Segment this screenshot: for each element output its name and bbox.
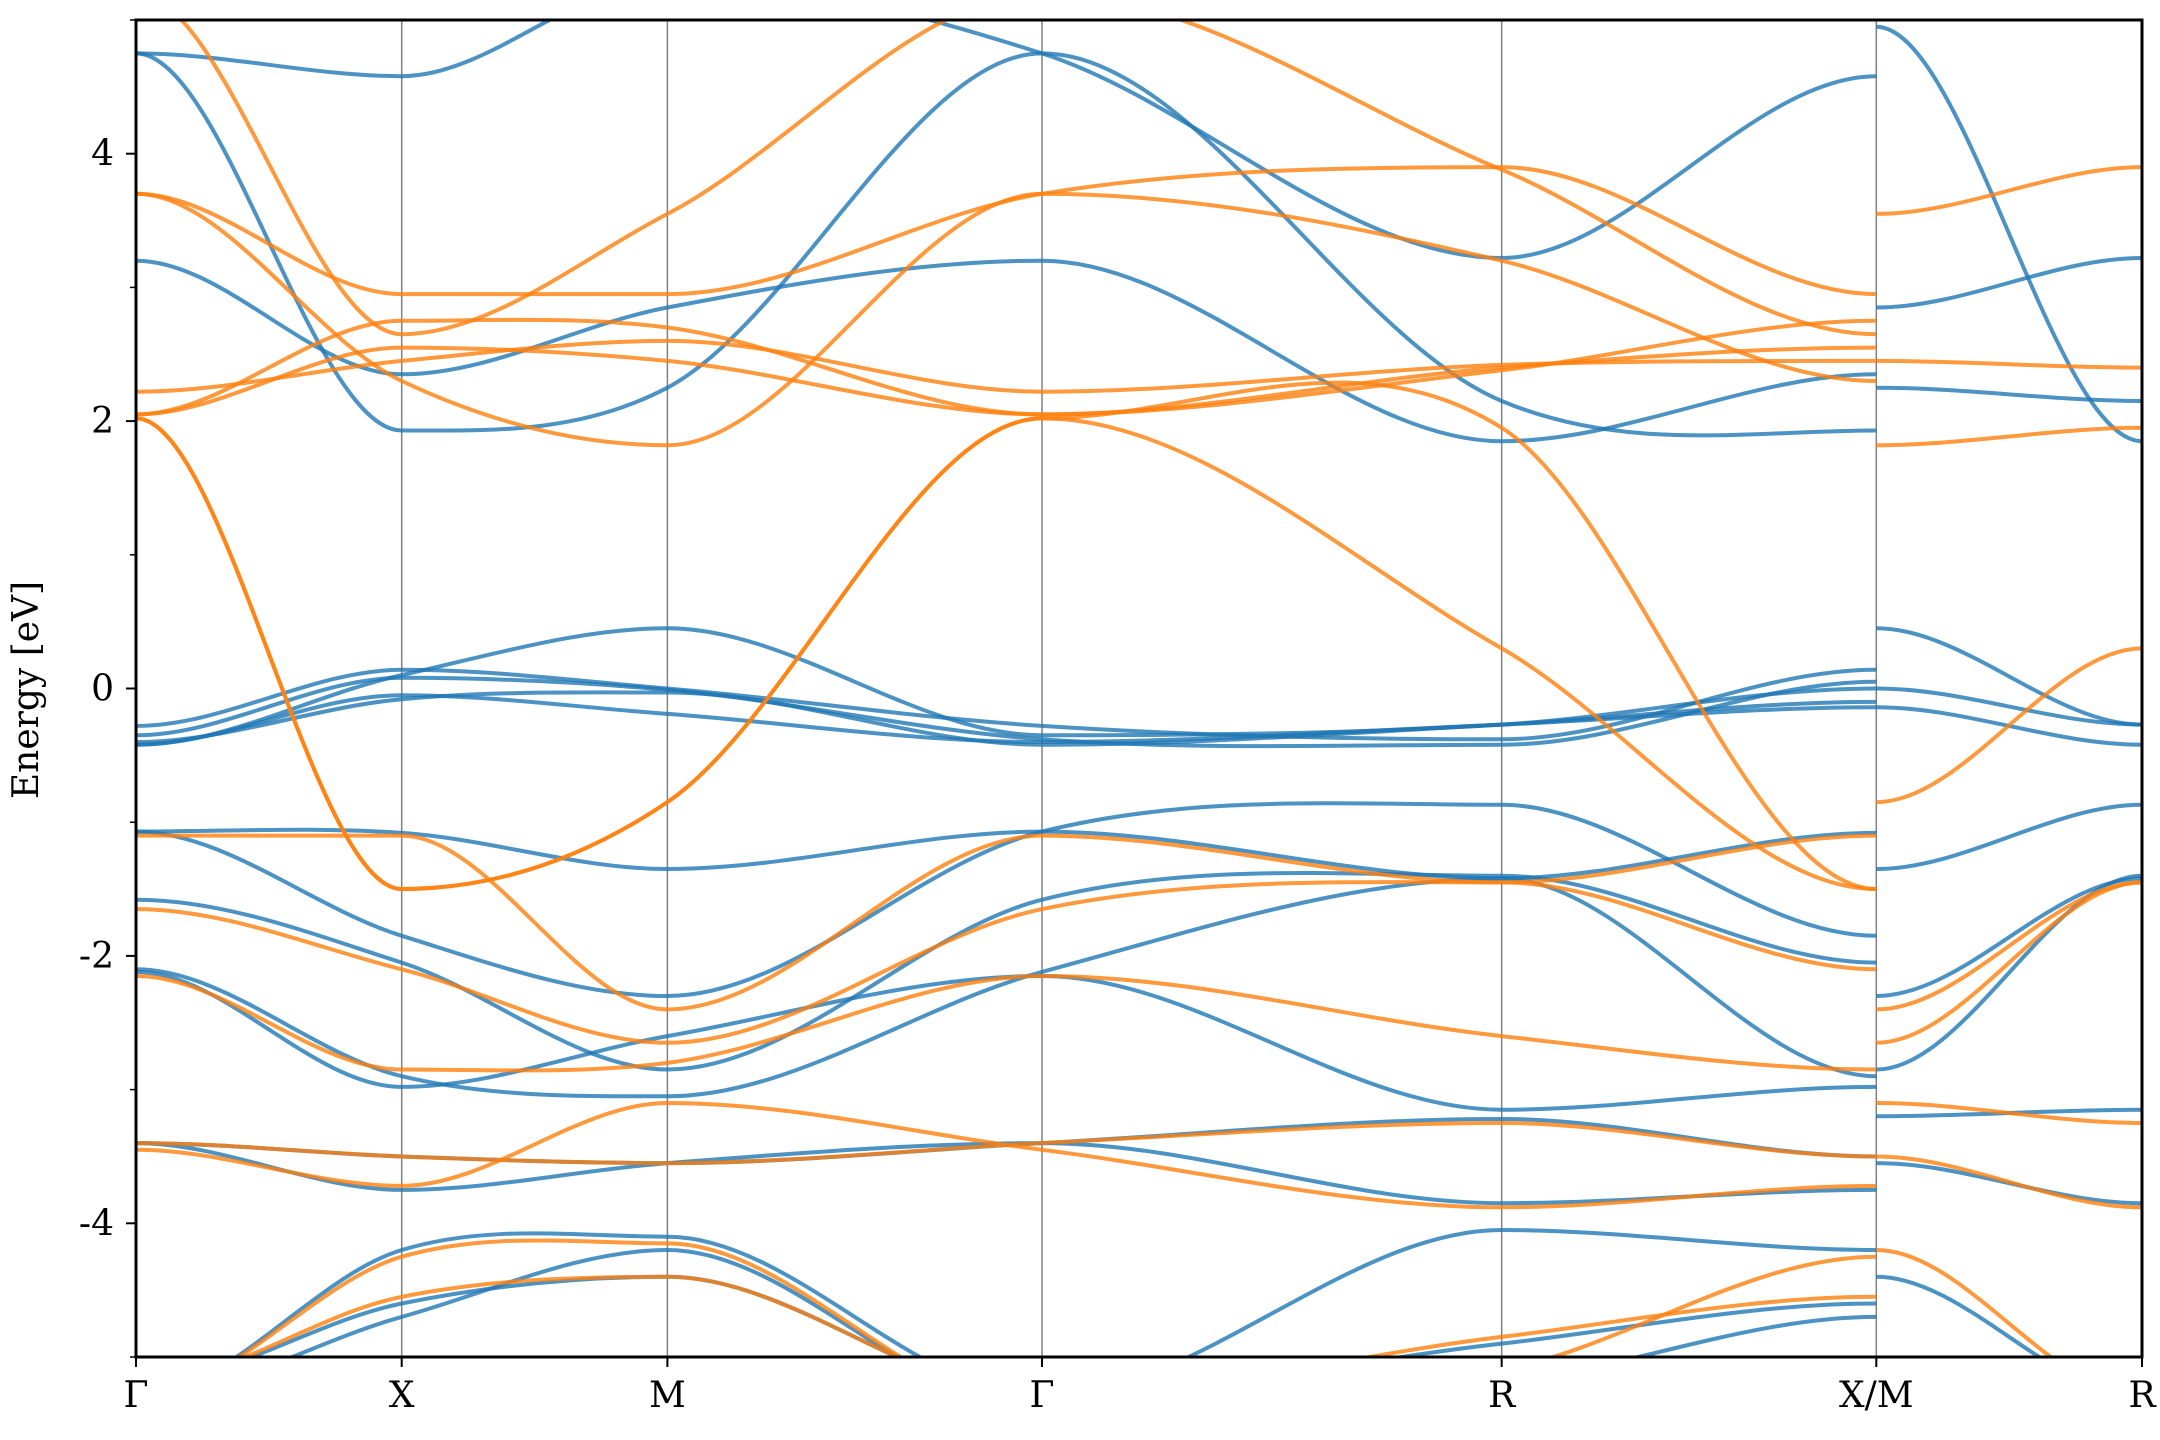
orange-band-line [1876,425,2142,448]
x-tick-label: R [1488,1375,1516,1416]
orange-band-line [1876,646,2142,805]
orange-band-line [1876,165,2142,216]
blue-band-line [1876,873,2142,1072]
orange-band-line [136,416,1877,891]
blue-band-line [286,1248,1877,1357]
y-tick-label: 2 [91,401,114,442]
blue-band-line [1876,1274,2043,1357]
y-tick-label: -4 [79,1203,114,1244]
x-axis: Γ X M Γ R X/M R [124,1357,2156,1416]
blue-band-line [136,667,1877,742]
orange-band-line [1876,880,2142,1045]
y-axis: -4 -2 0 2 4 [79,19,136,1358]
blue-band-line [136,876,1877,1099]
blue-band-line [1876,256,2142,310]
orange-band-line [1876,1154,2142,1210]
orange-band-line [136,338,1877,394]
blue-band-line [1876,686,2142,727]
orange-band-line [136,165,1877,297]
orange-band-line [235,1238,1877,1357]
blue-band-line [136,693,1877,747]
blue-band-line [136,969,1877,1112]
x-tick-label: R [2128,1375,2156,1416]
x-tick-label: X/M [1839,1375,1914,1416]
blue-band-line [136,20,1877,260]
x-tick-label: X [389,1375,415,1416]
y-tick-label: -2 [79,936,114,977]
blue-band-line [232,1228,1877,1357]
blue-band-line [246,1274,1877,1357]
orange-band-line [1876,1101,2142,1125]
blue-band-line [136,1141,1877,1206]
blue-band-line [1876,385,2142,403]
x-tick-label: Γ [124,1375,149,1416]
y-axis-label: Energy [eV] [6,581,47,799]
blue-band-line [136,827,1877,881]
orange-band-line [240,1274,1877,1357]
y-tick-label: 0 [91,669,114,710]
orange-band-line [136,974,1877,1073]
orange-band-line [178,20,1877,337]
orange-band-line [136,1101,1877,1210]
blue-band-line [136,51,1877,438]
orange-band-line [1876,1248,2055,1357]
orange-band-line [136,1121,1877,1166]
x-tick-label: Γ [1030,1375,1055,1416]
blue-band-line [136,801,1877,998]
bands [136,20,2142,1357]
orange-band-line [136,880,1877,1045]
blue-band-line [1876,24,2142,444]
orange-band-line [136,833,1877,1012]
orange-band-line [1876,358,2142,370]
orange-band-line [136,191,1877,448]
y-tick-label: 4 [91,134,114,175]
blue-band-line [1876,802,2142,871]
x-tick-label: M [649,1375,686,1416]
blue-band-line [1876,626,2142,727]
